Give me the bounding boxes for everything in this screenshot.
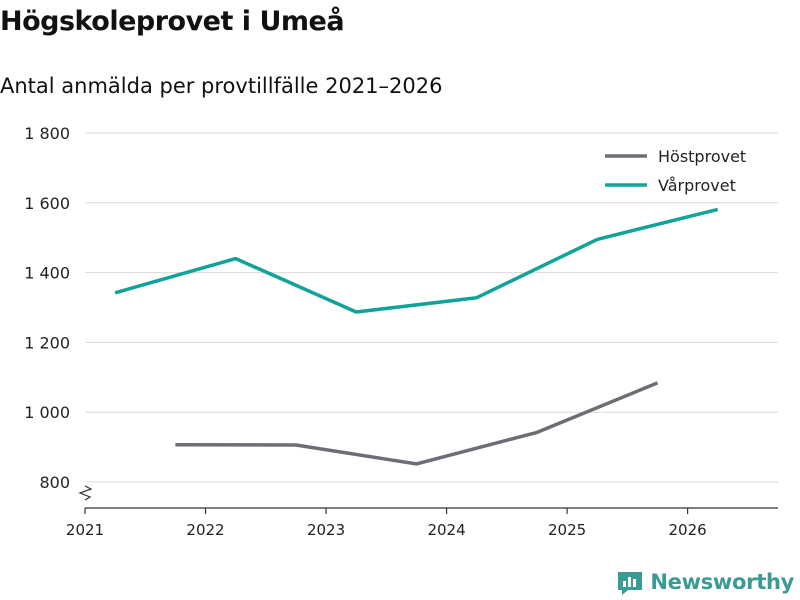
- x-tick-label: 2026: [669, 521, 707, 539]
- y-tick-label: 1 600: [24, 194, 70, 213]
- x-tick-label: 2023: [307, 521, 345, 539]
- legend-label: Vårprovet: [658, 176, 736, 195]
- chart-subtitle: Antal anmälda per provtillfälle 2021–202…: [0, 74, 443, 98]
- gridlines: [85, 132, 778, 483]
- y-tick-label: 1 200: [24, 333, 70, 352]
- x-tick-label: 2025: [548, 521, 586, 539]
- series-line-v-rprovet: [114, 207, 719, 314]
- chart-title: Högskoleprovet i Umeå: [0, 6, 345, 37]
- x-tick-label: 2024: [427, 521, 465, 539]
- legend-box: [598, 140, 768, 202]
- legend: Höstprovet Vårprovet: [598, 140, 768, 202]
- series-line-h-stprovet: [175, 381, 659, 466]
- y-tick-label: 800: [39, 473, 70, 492]
- x-tick-label: 2022: [186, 521, 224, 539]
- series-lines: [114, 207, 719, 466]
- y-axis: 800 1 000 1 200 1 400 1 600 1 800: [24, 124, 70, 492]
- brand-name: Newsworthy: [650, 570, 794, 594]
- axis-break-icon: [78, 485, 93, 501]
- newsworthy-logo: Newsworthy: [616, 568, 794, 596]
- x-tick-label: 2021: [66, 521, 104, 539]
- y-tick-label: 1 800: [24, 124, 70, 143]
- newsworthy-logo-icon: [618, 572, 643, 595]
- y-tick-label: 1 400: [24, 264, 70, 283]
- legend-label: Höstprovet: [658, 147, 746, 166]
- x-axis: 2021 2022 2023 2024 2025 2026: [66, 485, 778, 539]
- y-tick-label: 1 000: [24, 403, 70, 422]
